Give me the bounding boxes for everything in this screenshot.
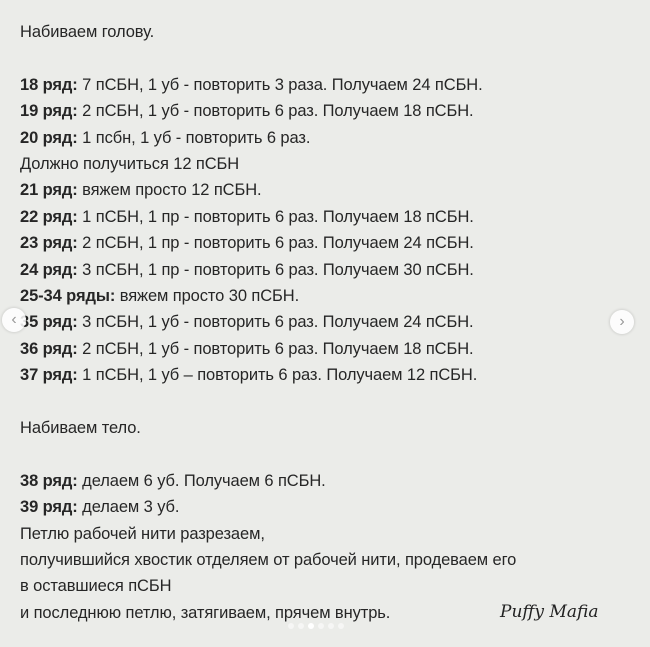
- carousel-dot: [298, 623, 304, 629]
- next-slide-button[interactable]: ›: [610, 310, 634, 334]
- text-line: получившийся хвостик отделяем от рабочей…: [20, 547, 640, 573]
- row-text: 1 пСБН, 1 уб – повторить 6 раз. Получаем…: [77, 366, 478, 385]
- carousel-dot: [338, 623, 344, 629]
- row-text: 2 пСБН, 1 уб - повторить 6 раз. Получаем…: [77, 339, 474, 358]
- text-line: в оставшиеся пСБН: [20, 573, 640, 599]
- text-line: 20 ряд: 1 псбн, 1 уб - повторить 6 раз.: [20, 125, 640, 151]
- row-text: Набиваем тело.: [20, 419, 141, 438]
- row-text: 3 пСБН, 1 пр - повторить 6 раз. Получаем…: [77, 260, 474, 279]
- row-label: 36 ряд:: [20, 339, 78, 358]
- chevron-right-icon: ›: [619, 313, 625, 330]
- text-line: 35 ряд: 3 пСБН, 1 уб - повторить 6 раз. …: [20, 309, 640, 335]
- text-line: 37 ряд: 1 пСБН, 1 уб – повторить 6 раз. …: [20, 362, 640, 388]
- post-text: Набиваем голову. 18 ряд: 7 пСБН, 1 уб - п…: [20, 19, 640, 626]
- spacer: [20, 45, 640, 71]
- row-text: получившийся хвостик отделяем от рабочей…: [20, 551, 517, 570]
- row-label: 24 ряд:: [20, 260, 78, 279]
- spacer: [20, 389, 640, 415]
- row-text: делаем 6 уб. Получаем 6 пСБН.: [77, 471, 326, 490]
- text-line: 19 ряд: 2 пСБН, 1 уб - повторить 6 раз. …: [20, 98, 640, 124]
- row-text: и последнюю петлю, затягиваем, прячем вн…: [20, 603, 391, 622]
- text-line: 25-34 ряды: вяжем просто 30 пСБН.: [20, 283, 640, 309]
- row-text: 2 пСБН, 1 уб - повторить 6 раз. Получаем…: [77, 102, 474, 121]
- text-line: Петлю рабочей нити разрезаем,: [20, 521, 640, 547]
- text-line: 23 ряд: 2 пСБН, 1 пр - повторить 6 раз. …: [20, 230, 640, 256]
- text-line: Должно получиться 12 пСБН: [20, 151, 640, 177]
- row-text: 3 пСБН, 1 уб - повторить 6 раз. Получаем…: [77, 313, 474, 332]
- row-text: вяжем просто 12 пСБН.: [77, 181, 262, 200]
- row-label: 23 ряд:: [20, 234, 78, 253]
- row-text: Набиваем голову.: [20, 23, 155, 41]
- chevron-left-icon: ‹: [11, 311, 17, 328]
- row-text: делаем 3 уб.: [77, 498, 180, 517]
- carousel-dot: [288, 623, 294, 629]
- carousel-dot: [308, 623, 314, 629]
- carousel-dot: [328, 623, 334, 629]
- row-label: 35 ряд:: [20, 313, 78, 332]
- row-label: 38 ряд:: [20, 471, 78, 490]
- row-text: Должно получиться 12 пСБН: [20, 155, 240, 174]
- brand-watermark: Puffy Mafia: [500, 602, 599, 622]
- carousel-indicator: [288, 623, 344, 629]
- text-line: 18 ряд: 7 пСБН, 1 уб - повторить 3 раза.…: [20, 72, 640, 98]
- row-text: 7 пСБН, 1 уб - повторить 3 раза. Получае…: [77, 75, 483, 94]
- text-line: и последнюю петлю, затягиваем, прячем вн…: [20, 600, 640, 626]
- previous-slide-button[interactable]: ‹: [2, 308, 26, 332]
- text-line: 21 ряд: вяжем просто 12 пСБН.: [20, 177, 640, 203]
- text-line: Набиваем тело.: [20, 415, 640, 441]
- row-text: Петлю рабочей нити разрезаем,: [20, 524, 265, 543]
- row-label: 20 ряд:: [20, 128, 78, 147]
- text-line: 24 ряд: 3 пСБН, 1 пр - повторить 6 раз. …: [20, 257, 640, 283]
- row-text: вяжем просто 30 пСБН.: [115, 287, 300, 306]
- carousel-dot: [318, 623, 324, 629]
- row-label: 39 ряд:: [20, 498, 78, 517]
- text-line: 39 ряд: делаем 3 уб.: [20, 494, 640, 520]
- row-label: 25-34 ряды:: [20, 287, 116, 306]
- text-line: 22 ряд: 1 пСБН, 1 пр - повторить 6 раз. …: [20, 204, 640, 230]
- row-label: 18 ряд:: [20, 75, 78, 94]
- spacer: [20, 441, 640, 467]
- row-text: 2 пСБН, 1 пр - повторить 6 раз. Получаем…: [77, 234, 474, 253]
- row-label: 22 ряд:: [20, 207, 78, 226]
- row-label: 19 ряд:: [20, 102, 78, 121]
- row-text: 1 псбн, 1 уб - повторить 6 раз.: [77, 128, 311, 147]
- row-text: 1 пСБН, 1 пр - повторить 6 раз. Получаем…: [77, 207, 474, 226]
- text-line: 36 ряд: 2 пСБН, 1 уб - повторить 6 раз. …: [20, 336, 640, 362]
- text-line: 38 ряд: делаем 6 уб. Получаем 6 пСБН.: [20, 468, 640, 494]
- row-label: 37 ряд:: [20, 366, 78, 385]
- row-label: 21 ряд:: [20, 181, 78, 200]
- text-line: Набиваем голову.: [20, 19, 640, 45]
- row-text: в оставшиеся пСБН: [20, 577, 172, 596]
